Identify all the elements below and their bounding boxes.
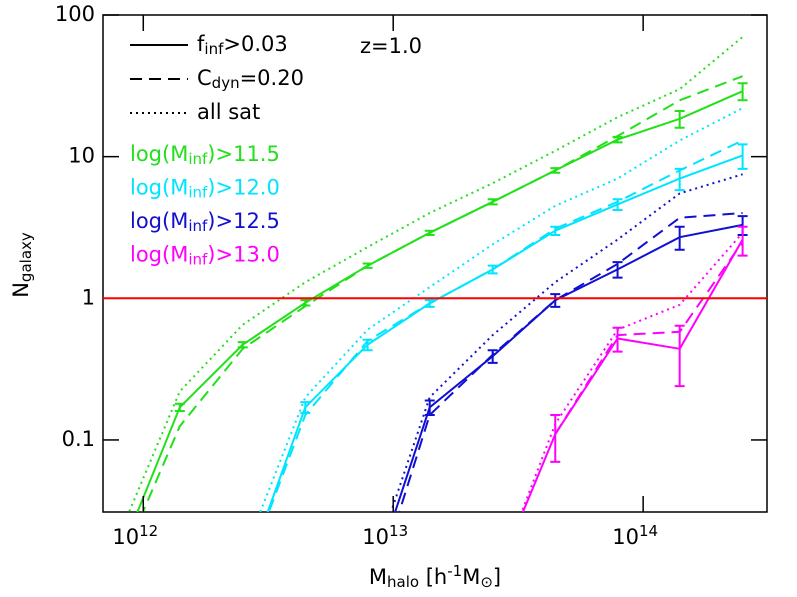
- error-bar: [424, 229, 435, 236]
- y-tick-label: 100: [55, 2, 95, 26]
- tick-exp: 12: [139, 522, 158, 540]
- error-bar: [550, 414, 561, 463]
- label-part: halo: [387, 573, 419, 591]
- series-line: [389, 173, 743, 512]
- label-part: M: [462, 565, 480, 589]
- error-bar: [674, 110, 685, 129]
- label-part: inf: [188, 251, 208, 269]
- error-bar: [674, 225, 685, 251]
- error-bar: [674, 167, 685, 192]
- legend-label: Cdyn=0.20: [197, 66, 304, 92]
- label-part: dyn: [212, 74, 240, 92]
- error-bar: [487, 264, 498, 275]
- error-bar: [550, 167, 561, 174]
- label-part: )>12.5: [207, 209, 280, 233]
- legend-label: finf>0.03: [197, 32, 288, 58]
- label-part: inf: [188, 217, 208, 235]
- label-part: -1: [447, 562, 462, 580]
- series-line: [394, 223, 743, 512]
- tick-base: 10: [112, 525, 139, 549]
- tick-exp: 13: [389, 522, 408, 540]
- y-tick-label: 0.1: [62, 427, 95, 451]
- label-part: inf: [188, 150, 208, 168]
- legend-label: log(Minf)>13.0: [130, 243, 280, 269]
- label-part: log(M: [130, 142, 188, 166]
- error-bar: [612, 135, 623, 144]
- error-bar: [424, 399, 435, 417]
- label-part: N: [9, 282, 33, 298]
- x-tick-label: 1013: [362, 522, 408, 549]
- label-part: )>13.0: [207, 243, 280, 267]
- series-line: [398, 212, 743, 512]
- error-bar: [550, 225, 561, 236]
- x-axis-label: Mhalo [h-1M⊙]: [369, 562, 501, 591]
- error-bar: [174, 402, 185, 413]
- error-bar: [362, 338, 373, 352]
- label-part: inf: [204, 40, 224, 58]
- y-tick-label: 1: [82, 285, 95, 309]
- error-bar: [612, 261, 623, 279]
- label-part: C: [197, 66, 212, 90]
- label-part: ]: [493, 565, 501, 589]
- label-part: )>12.0: [207, 176, 280, 200]
- error-bar: [237, 341, 248, 349]
- label-part: log(M: [130, 243, 188, 267]
- label-part: inf: [188, 184, 208, 202]
- label-part: M: [369, 565, 387, 589]
- error-bar: [487, 349, 498, 364]
- plot-area: [127, 36, 748, 512]
- error-bar: [362, 262, 373, 269]
- error-bar: [300, 401, 311, 414]
- label-part: >0.03: [223, 32, 287, 56]
- label-part: galaxy: [17, 232, 35, 282]
- label-part: f: [197, 32, 205, 56]
- error-bar: [612, 326, 623, 353]
- series-line: [554, 241, 744, 435]
- error-bar: [612, 198, 623, 212]
- error-bar: [550, 293, 561, 308]
- y-tick-label: 10: [68, 144, 95, 168]
- error-bar: [300, 299, 311, 307]
- tick-base: 10: [362, 525, 389, 549]
- label-part: ⊙: [480, 573, 493, 591]
- y-axis-label: Ngalaxy: [9, 232, 35, 298]
- series-line: [266, 154, 743, 512]
- series-line: [259, 107, 744, 512]
- x-tick-label: 1012: [112, 522, 158, 549]
- tick-exp: 14: [639, 522, 658, 540]
- legend-label: log(Minf)>11.5: [130, 142, 280, 168]
- plot-frame: [102, 14, 768, 513]
- annotation: z=1.0: [360, 34, 422, 58]
- legend-label: log(Minf)>12.5: [130, 209, 280, 235]
- label-part: log(M: [130, 176, 188, 200]
- error-bar: [737, 225, 748, 257]
- label-part: [h: [419, 565, 447, 589]
- x-tick-label: 1014: [612, 522, 658, 549]
- error-bar: [424, 299, 435, 308]
- legend-label: all sat: [197, 100, 260, 124]
- tick-base: 10: [612, 525, 639, 549]
- error-bar: [737, 143, 748, 170]
- label-part: log(M: [130, 209, 188, 233]
- error-bar: [737, 82, 748, 102]
- series-line: [127, 36, 744, 512]
- error-bar: [487, 198, 498, 206]
- label-part: )>11.5: [207, 142, 280, 166]
- label-part: =0.20: [240, 66, 304, 90]
- error-bar: [674, 324, 685, 388]
- legend-label: log(Minf)>12.0: [130, 176, 280, 202]
- label-part: all sat: [197, 100, 260, 124]
